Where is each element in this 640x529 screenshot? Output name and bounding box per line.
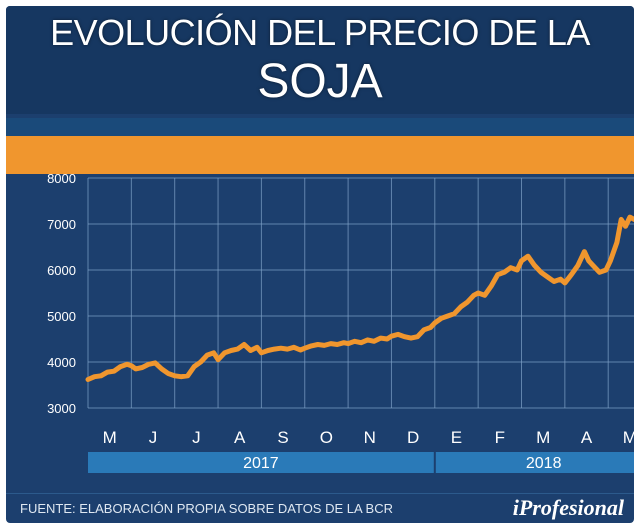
chart-title-line2: SOJA (257, 55, 383, 108)
y-tick-label: 5000 (47, 309, 76, 324)
year-segment (88, 452, 434, 473)
x-tick-label: M (536, 428, 550, 447)
y-tick-label: 6000 (47, 263, 76, 278)
infographic-panel: EVOLUCIÓN DEL PRECIO DE LA SOJA 3000 4000… (6, 6, 634, 523)
x-tick-label: J (192, 428, 201, 447)
footer-divider (6, 493, 634, 494)
title-area: EVOLUCIÓN DEL PRECIO DE LA SOJA (6, 6, 634, 114)
y-tick-label: 4000 (47, 355, 76, 370)
x-tick-label: N (364, 428, 376, 447)
x-tick-label: M (623, 428, 634, 447)
x-tick-label: E (451, 428, 462, 447)
y-axis-ticks: 3000 4000 5000 6000 7000 8000 (47, 171, 76, 416)
x-tick-label: J (149, 428, 158, 447)
x-tick-label: A (234, 428, 246, 447)
price-line-chart: 3000 4000 5000 6000 7000 8000 M J J A S O N D E F M A M 2… (47, 171, 634, 473)
x-tick-label: O (320, 428, 333, 447)
x-tick-label: F (495, 428, 505, 447)
title-divider-strip (6, 118, 634, 136)
series (85, 214, 634, 382)
x-tick-label: M (103, 428, 117, 447)
y-tick-label: 7000 (47, 217, 76, 232)
year-label: 2018 (526, 455, 562, 472)
y-tick-label: 8000 (47, 171, 76, 186)
chart-title-line1: EVOLUCIÓN DEL PRECIO DE LA (50, 12, 590, 53)
source-note: FUENTE: ELABORACIÓN PROPIA SOBRE DATOS D… (20, 501, 394, 516)
year-label: 2017 (243, 455, 279, 472)
year-bar: 2017 2018 (88, 452, 634, 473)
brand-logo: iProfesional (512, 495, 624, 520)
grid (87, 177, 634, 409)
x-tick-label: D (407, 428, 419, 447)
x-tick-label: S (277, 428, 288, 447)
price-series-line (85, 214, 634, 382)
y-tick-label: 3000 (47, 401, 76, 416)
year-segment (435, 452, 634, 473)
x-tick-label: A (581, 428, 593, 447)
accent-band (6, 136, 634, 174)
